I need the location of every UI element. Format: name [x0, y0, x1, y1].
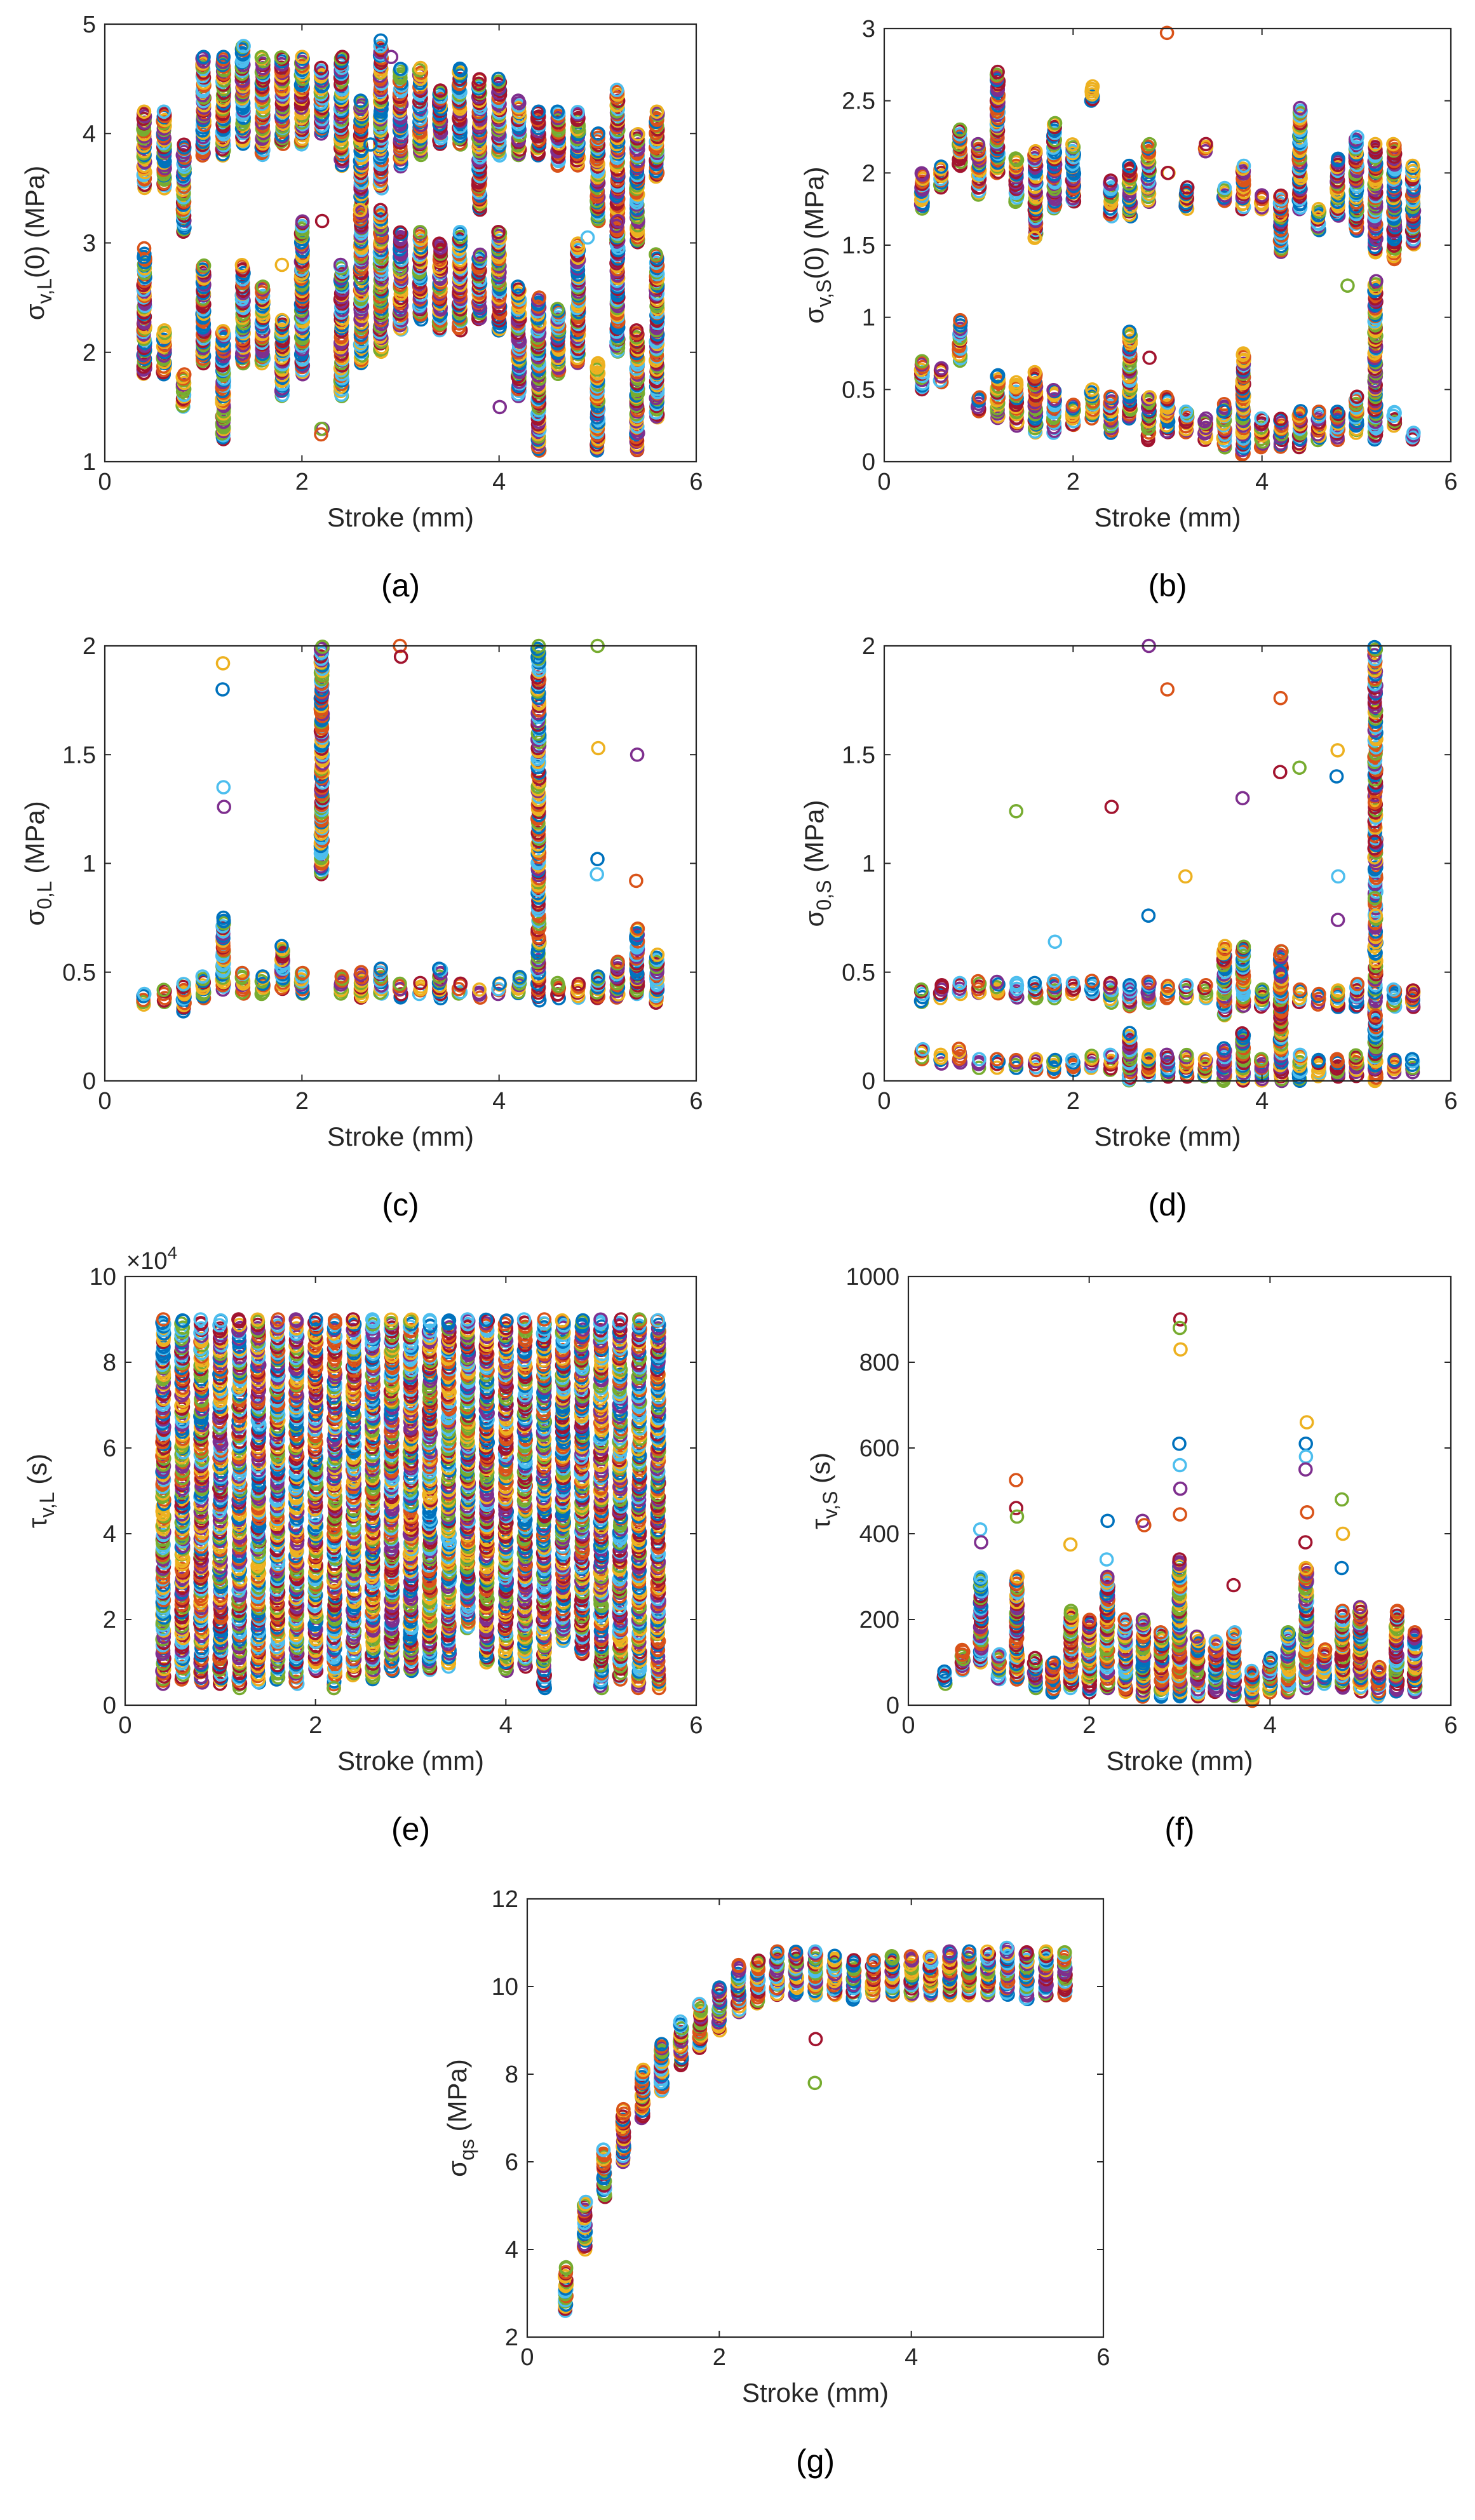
y-tick-label: 2	[83, 340, 96, 366]
x-axis-label: Stroke (mm)	[1094, 502, 1241, 532]
data-points-a	[136, 33, 665, 458]
x-tick-label: 0	[877, 469, 891, 495]
data-point-upper	[631, 127, 645, 142]
data-point-upper	[472, 72, 487, 87]
data-point	[353, 203, 368, 218]
y-tick-label: 0	[862, 449, 875, 476]
data-point	[373, 203, 388, 218]
x-tick-label: 4	[492, 469, 506, 495]
y-tick-label: 2.5	[842, 88, 875, 115]
data-point	[137, 246, 152, 262]
x-axis-label: Stroke (mm)	[327, 1122, 474, 1151]
x-tick-label: 0	[98, 1088, 111, 1115]
data-point-upper	[413, 60, 428, 76]
data-point-upper	[295, 50, 310, 64]
data-point-upper	[452, 61, 468, 76]
data-point	[333, 257, 348, 272]
data-point-upper	[433, 83, 448, 98]
y-tick-label: 4	[83, 121, 96, 147]
data-point	[274, 312, 290, 328]
x-tick-label: 6	[689, 1088, 703, 1115]
y-tick-label: 3	[83, 231, 96, 257]
data-point-upper	[353, 93, 368, 108]
data-point-upper	[649, 104, 664, 119]
data-point-upper	[550, 104, 565, 119]
data-point-upper	[216, 50, 231, 64]
data-point	[177, 367, 192, 382]
y-tick-label: 5	[83, 11, 96, 38]
data-point	[314, 421, 329, 436]
x-tick-label: 6	[689, 469, 703, 495]
x-tick-label: 0	[98, 469, 111, 495]
y-tick-label: 0.5	[842, 377, 875, 403]
data-point-upper	[314, 60, 328, 76]
x-tick-label: 4	[492, 1088, 506, 1115]
data-point-upper	[177, 137, 191, 152]
data-point	[215, 324, 231, 338]
data-point-upper	[373, 39, 388, 53]
y-tick-label: 3	[862, 16, 875, 43]
x-tick-label: 2	[1067, 469, 1080, 495]
y-tick-label: 0	[83, 1068, 96, 1095]
data-point-upper	[570, 105, 585, 119]
data-point-upper	[393, 62, 408, 76]
data-point-upper	[254, 50, 269, 65]
x-tick-label: 6	[1444, 469, 1457, 495]
panel-label: (c)	[382, 1187, 419, 1223]
y-tick-label: 1	[83, 851, 96, 878]
x-tick-label: 4	[1255, 469, 1269, 495]
data-point-upper	[591, 126, 606, 141]
data-point-upper	[491, 71, 506, 86]
x-axis-label: Stroke (mm)	[327, 502, 474, 532]
data-point-upper	[274, 50, 289, 65]
data-point-upper	[156, 104, 172, 119]
panel-label: (a)	[381, 568, 420, 603]
data-point	[432, 236, 447, 251]
y-tick-label: 2	[83, 633, 96, 660]
data-point-upper	[511, 93, 526, 108]
data-point	[196, 258, 212, 273]
data-point	[157, 323, 172, 338]
data-point-upper	[335, 50, 350, 64]
y-tick-label: 0.5	[62, 960, 96, 986]
data-point	[393, 225, 408, 240]
x-tick-label: 2	[295, 1088, 309, 1115]
y-tick-label: 1.5	[842, 232, 875, 259]
x-tick-label: 2	[295, 469, 309, 495]
data-point-upper	[609, 83, 624, 97]
y-tick-label: 1.5	[62, 742, 96, 768]
panel-label: (b)	[1148, 568, 1187, 603]
y-tick-label: 1	[83, 449, 96, 476]
y-tick-label: 2	[862, 160, 875, 187]
data-point	[295, 214, 310, 229]
data-point-upper	[531, 104, 546, 119]
data-point	[413, 225, 428, 239]
data-point-upper	[137, 104, 152, 119]
data-point	[234, 257, 250, 272]
data-point-upper	[196, 50, 211, 64]
y-tick-label: 1	[862, 305, 875, 332]
